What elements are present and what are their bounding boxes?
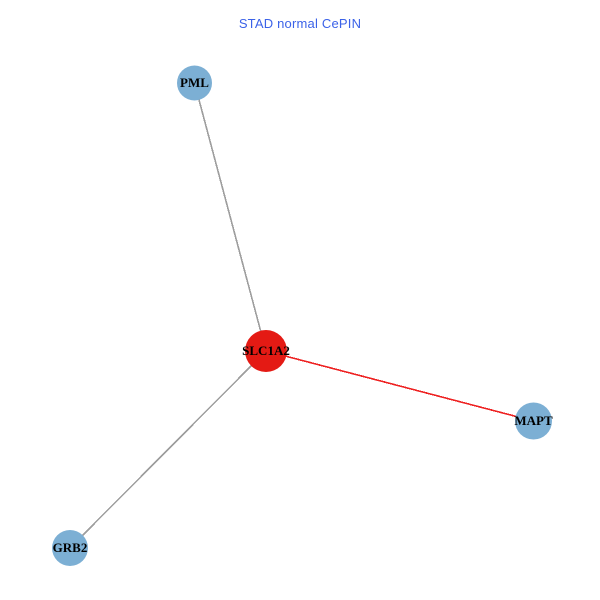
graph-edge-slc1a2-grb2[interactable] — [81, 364, 253, 537]
page-title: STAD normal CePIN — [238, 16, 362, 31]
node-layer — [52, 65, 552, 566]
graph-edge-slc1a2-pml[interactable] — [197, 98, 262, 332]
graph-node-pml[interactable] — [177, 65, 212, 101]
graph-node-slc1a2[interactable] — [245, 330, 287, 372]
graph-edge-slc1a2-mapt[interactable] — [285, 355, 517, 418]
edge-layer — [81, 98, 517, 537]
graph-node-grb2[interactable] — [52, 530, 88, 566]
graph-node-mapt[interactable] — [515, 402, 552, 440]
